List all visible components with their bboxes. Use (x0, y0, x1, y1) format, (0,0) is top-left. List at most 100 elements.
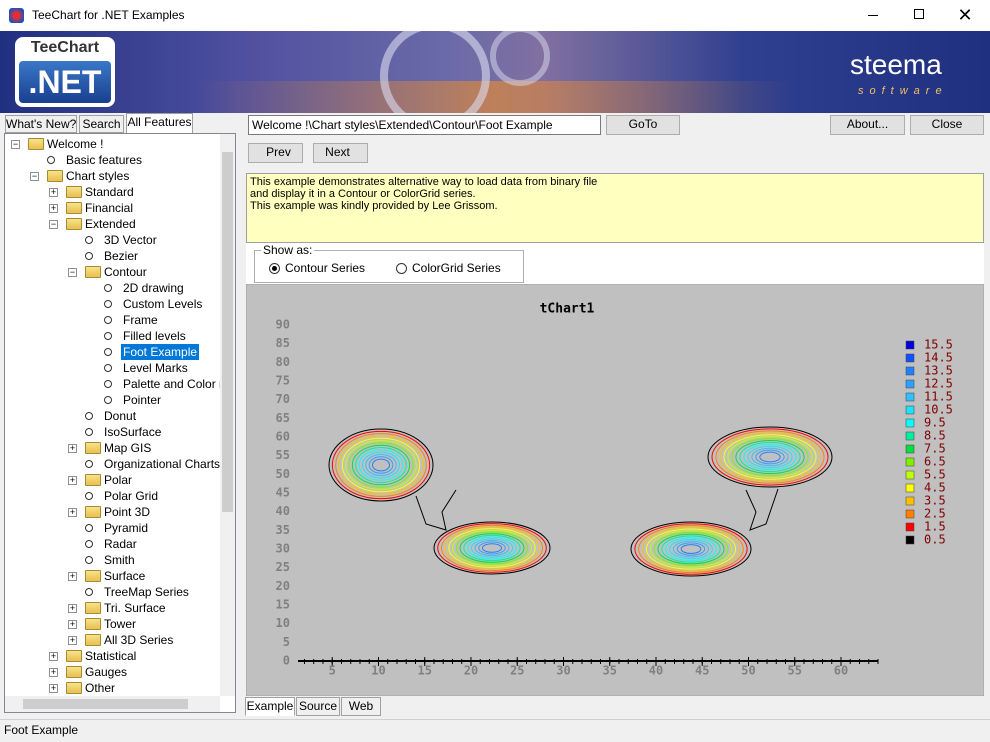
tree-item[interactable]: + Tower (5, 616, 220, 632)
tree-label[interactable]: TreeMap Series (104, 585, 189, 599)
expander[interactable]: + (49, 667, 58, 677)
tree-item[interactable]: Foot Example (5, 344, 220, 360)
tree-label[interactable]: Bezier (104, 249, 139, 263)
tree-label[interactable]: Palette and Color range (123, 377, 220, 391)
tree-item[interactable]: + Map GIS (5, 440, 220, 456)
close-window-button[interactable]: ✕ (957, 5, 973, 25)
tree-item[interactable]: − Welcome ! (5, 136, 220, 152)
tree-label[interactable]: Map GIS (104, 441, 152, 455)
tree-item[interactable]: Pyramid (5, 520, 220, 536)
expander[interactable]: − (11, 139, 20, 149)
tree-item[interactable]: + Point 3D (5, 504, 220, 520)
tree-label[interactable]: Other (85, 681, 116, 695)
goto-button[interactable]: GoTo (606, 115, 680, 135)
tree-label[interactable]: Welcome ! (47, 137, 104, 151)
expander[interactable]: − (49, 219, 58, 229)
tree-label[interactable]: Standard (85, 185, 134, 199)
tree-item[interactable]: + Tri. Surface (5, 600, 220, 616)
tree-label[interactable]: Financial (85, 201, 134, 215)
radio-button[interactable] (269, 263, 280, 274)
tab[interactable]: What's New? (5, 115, 77, 133)
expander[interactable]: + (68, 571, 77, 581)
tree-item[interactable]: Smith (5, 552, 220, 568)
scroll-thumb[interactable] (222, 152, 233, 512)
tree-item[interactable]: Custom Levels (5, 296, 220, 312)
tree-item[interactable]: Radar (5, 536, 220, 552)
tree-item[interactable]: 2D drawing (5, 280, 220, 296)
tab[interactable]: Search (79, 115, 124, 133)
tree-item[interactable]: + Financial (5, 200, 220, 216)
about-button[interactable]: About... (830, 115, 905, 135)
maximize-button[interactable] (906, 6, 932, 24)
expander[interactable]: + (68, 507, 77, 517)
path-box[interactable]: Welcome !\Chart styles\Extended\Contour\… (248, 115, 601, 135)
tree-item[interactable]: + Other (5, 680, 220, 696)
bottom-tab[interactable]: Example (245, 697, 295, 716)
tree-label[interactable]: IsoSurface (104, 425, 162, 439)
tree-label[interactable]: Chart styles (66, 169, 130, 183)
scroll-thumb[interactable] (23, 699, 188, 709)
tree-label[interactable]: 2D drawing (123, 281, 184, 295)
expander[interactable]: + (68, 603, 77, 613)
tree-item[interactable]: 3D Vector (5, 232, 220, 248)
tree-label[interactable]: Radar (104, 537, 137, 551)
expander[interactable]: + (68, 443, 77, 453)
close-button[interactable]: Close (910, 115, 984, 135)
bottom-tab[interactable]: Web (341, 697, 381, 716)
expander[interactable]: + (68, 635, 77, 645)
tree-item[interactable]: + Statistical (5, 648, 220, 664)
tree-item[interactable]: Frame (5, 312, 220, 328)
tree-label[interactable]: Organizational Charts (104, 457, 220, 471)
tree-label[interactable]: Tower (104, 617, 137, 631)
tree-item[interactable]: IsoSurface (5, 424, 220, 440)
next-button[interactable]: Next (313, 143, 368, 163)
expander[interactable]: + (49, 203, 58, 213)
tree-label[interactable]: Gauges (85, 665, 128, 679)
tree-item[interactable]: Polar Grid (5, 488, 220, 504)
prev-button[interactable]: Prev (248, 143, 303, 163)
expander[interactable]: + (49, 651, 58, 661)
tree-label[interactable]: Polar (104, 473, 133, 487)
tree-item[interactable]: + Standard (5, 184, 220, 200)
tree-item[interactable]: + All 3D Series (5, 632, 220, 648)
tree-item[interactable]: Bezier (5, 248, 220, 264)
tree-label[interactable]: Pointer (123, 393, 162, 407)
tree-item[interactable]: + Surface (5, 568, 220, 584)
tree-label[interactable]: Level Marks (123, 361, 188, 375)
radio-label[interactable]: ColorGrid Series (412, 261, 501, 275)
expander[interactable]: − (68, 267, 77, 277)
tree-item[interactable]: Organizational Charts (5, 456, 220, 472)
tree-item[interactable]: Level Marks (5, 360, 220, 376)
tree-item[interactable]: − Contour (5, 264, 220, 280)
tree-label[interactable]: All 3D Series (104, 633, 174, 647)
tree-label[interactable]: Statistical (85, 649, 137, 663)
tree-item[interactable]: − Extended (5, 216, 220, 232)
tree-label[interactable]: Basic features (66, 153, 143, 167)
tree-item[interactable]: Filled levels (5, 328, 220, 344)
tree-label[interactable]: Custom Levels (123, 297, 203, 311)
expander[interactable]: + (49, 683, 58, 693)
tree-label[interactable]: Donut (104, 409, 137, 423)
tree-item[interactable]: + Gauges (5, 664, 220, 680)
expander[interactable]: + (68, 475, 77, 485)
expander[interactable]: + (68, 619, 77, 629)
tree-label[interactable]: Tri. Surface (104, 601, 166, 615)
bottom-tab[interactable]: Source (296, 697, 340, 716)
tree-label[interactable]: Filled levels (123, 329, 186, 343)
tree-item[interactable]: Pointer (5, 392, 220, 408)
minimize-button[interactable] (860, 6, 886, 24)
tree-label[interactable]: Polar Grid (104, 489, 159, 503)
expander[interactable]: − (30, 171, 39, 181)
tree-item[interactable]: − Chart styles (5, 168, 220, 184)
tree-label[interactable]: 3D Vector (104, 233, 157, 247)
tree-item[interactable]: Basic features (5, 152, 220, 168)
tree-label[interactable]: Surface (104, 569, 146, 583)
tree-label[interactable]: Pyramid (104, 521, 149, 535)
tree-item[interactable]: TreeMap Series (5, 584, 220, 600)
tree-label[interactable]: Extended (85, 217, 136, 231)
tree-label[interactable]: Smith (104, 553, 135, 567)
tab[interactable]: All Features (126, 113, 193, 134)
v-scrollbar[interactable] (220, 134, 235, 696)
radio-label[interactable]: Contour Series (285, 261, 366, 275)
tree-label[interactable]: Frame (123, 313, 158, 327)
